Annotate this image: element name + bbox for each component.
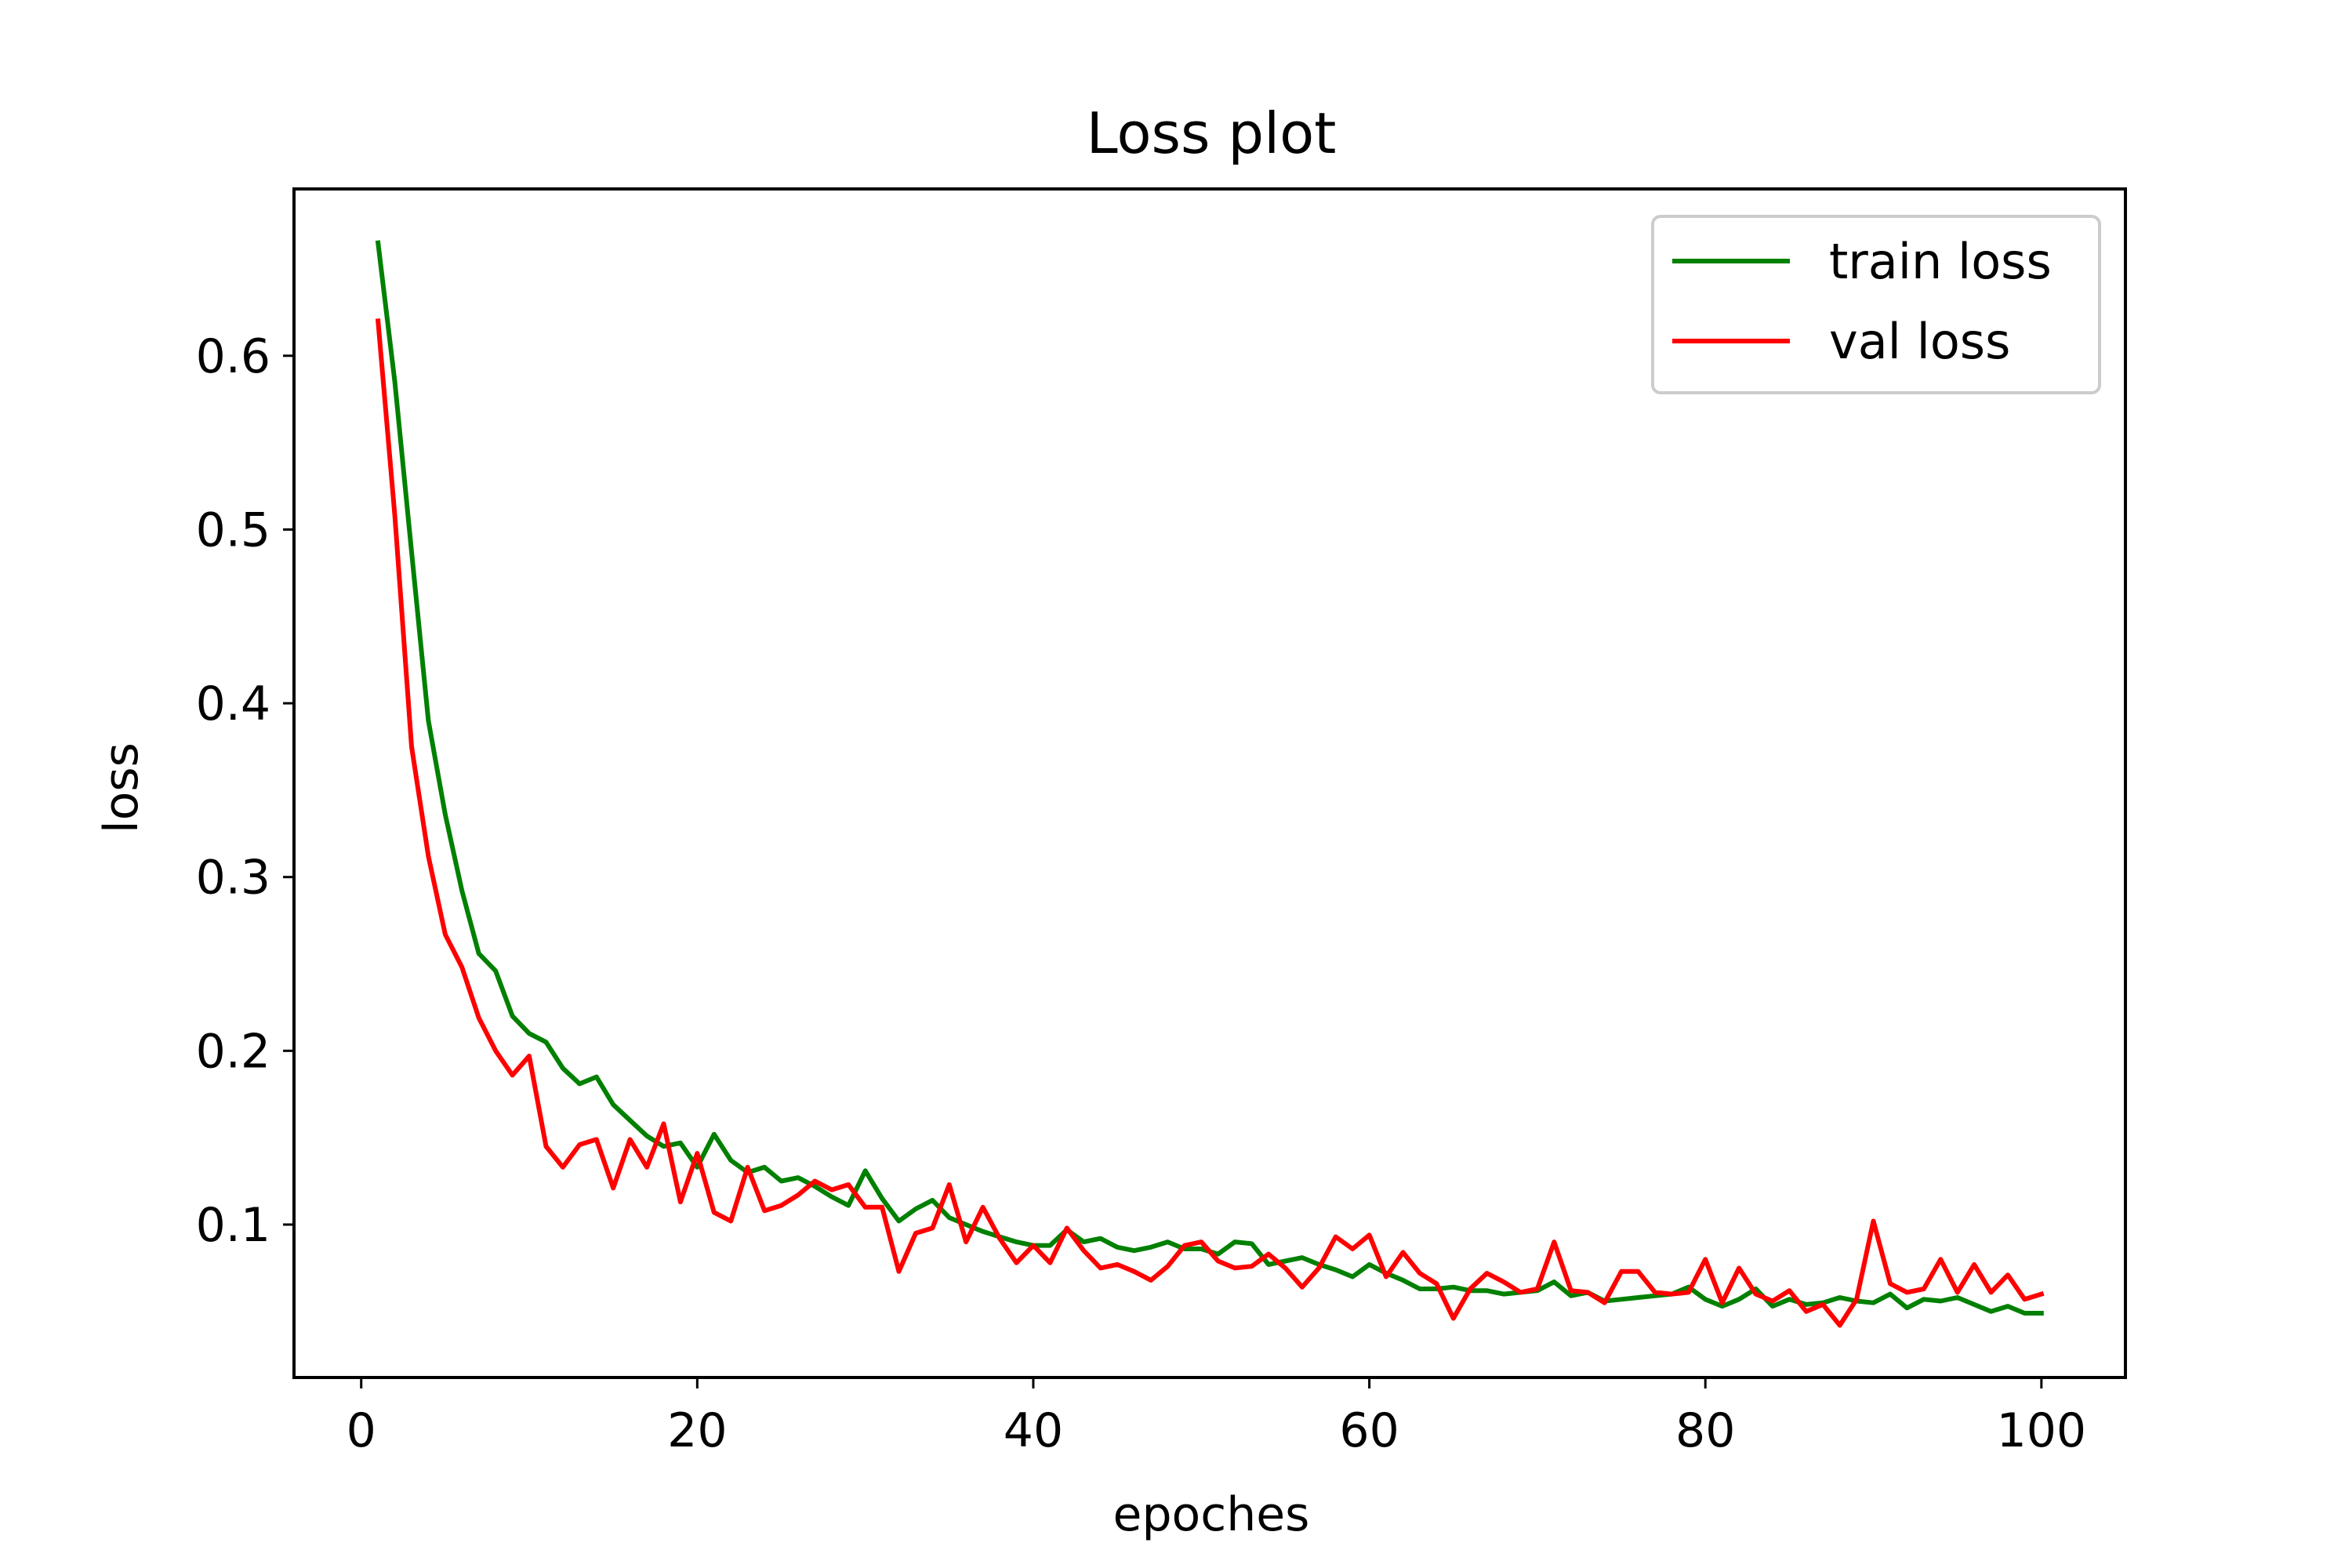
y-tick-label: 0.4 (196, 677, 270, 731)
x-tick-label: 40 (1004, 1403, 1063, 1458)
x-tick-label: 0 (347, 1403, 376, 1458)
chart-title: Loss plot (1087, 100, 1337, 166)
x-tick-label: 20 (667, 1403, 727, 1458)
y-tick-label: 0.6 (196, 329, 270, 384)
legend-label-val-loss: val loss (1829, 313, 2010, 370)
y-axis-ticks: 0.1 0.2 0.3 0.4 0.5 0.6 (196, 329, 294, 1253)
legend: train loss val loss (1651, 215, 2101, 394)
y-axis-label: loss (94, 742, 149, 833)
x-tick-label: 100 (1997, 1403, 2087, 1458)
x-axis-label: epoches (1113, 1487, 1310, 1542)
x-tick-label: 80 (1675, 1403, 1735, 1458)
plot-area-frame (292, 187, 2127, 1379)
y-tick-label: 0.3 (196, 851, 270, 906)
x-tick-label: 60 (1339, 1403, 1399, 1458)
legend-label-train-loss: train loss (1829, 233, 2052, 290)
y-tick-label: 0.1 (196, 1198, 270, 1253)
y-tick-label: 0.5 (196, 503, 270, 557)
series-line-val-loss (375, 318, 2045, 1328)
x-axis-ticks: 0 20 40 60 80 100 (347, 1377, 2086, 1458)
y-tick-label: 0.2 (196, 1024, 270, 1079)
series-layer (375, 240, 2045, 1328)
